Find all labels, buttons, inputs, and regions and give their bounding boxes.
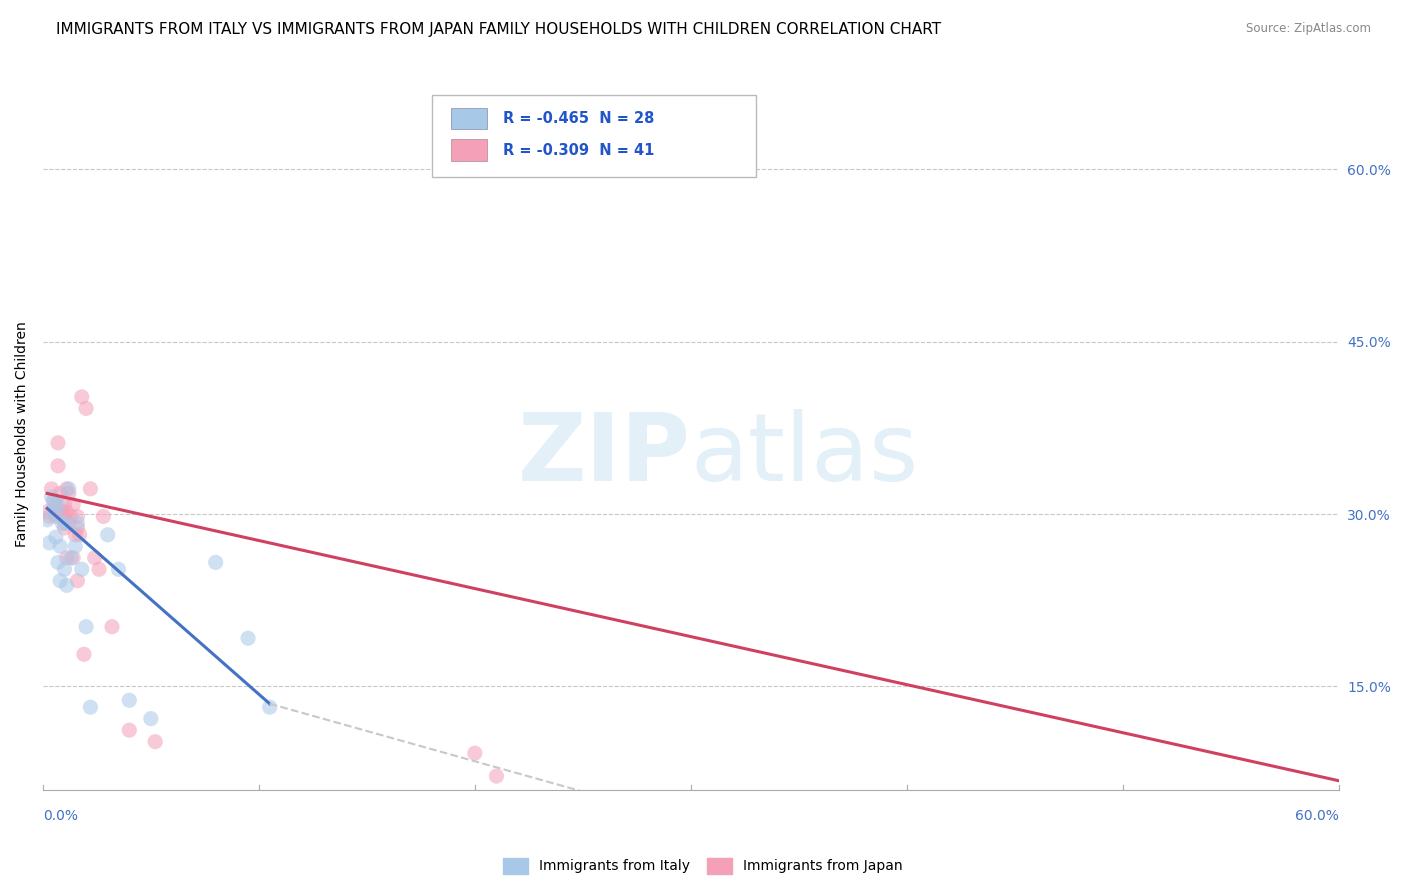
Point	[58, 486, 80, 500]
FancyBboxPatch shape	[451, 108, 488, 129]
Point	[97, 528, 120, 542]
Point	[53, 498, 76, 512]
Point	[51, 516, 73, 531]
Point	[53, 509, 76, 524]
Text: R = -0.309  N = 41: R = -0.309 N = 41	[503, 143, 654, 158]
Point	[38, 509, 60, 524]
Point	[139, 712, 162, 726]
Point	[49, 486, 72, 500]
Point	[236, 632, 259, 646]
Point	[75, 401, 97, 416]
Point	[51, 505, 73, 519]
Point	[65, 539, 87, 553]
Point	[485, 769, 508, 783]
Point	[204, 555, 226, 569]
Point	[118, 693, 141, 707]
Point	[55, 505, 77, 519]
Point	[38, 536, 60, 550]
Point	[46, 435, 69, 450]
Point	[464, 746, 486, 760]
Point	[45, 507, 67, 521]
Point	[62, 498, 84, 512]
Point	[49, 574, 72, 588]
Point	[53, 521, 76, 535]
Point	[53, 516, 76, 531]
Y-axis label: Family Households with Children: Family Households with Children	[15, 321, 30, 547]
Point	[49, 505, 72, 519]
Point	[49, 539, 72, 553]
Point	[79, 700, 101, 714]
Point	[107, 562, 129, 576]
Point	[46, 555, 69, 569]
Text: 60.0%: 60.0%	[1295, 809, 1339, 823]
Point	[87, 562, 110, 576]
Point	[259, 700, 281, 714]
Text: R = -0.465  N = 28: R = -0.465 N = 28	[503, 112, 654, 127]
Point	[70, 390, 93, 404]
Point	[65, 528, 87, 542]
Point	[55, 550, 77, 565]
Point	[59, 509, 82, 524]
Point	[79, 482, 101, 496]
Point	[41, 490, 63, 504]
Point	[66, 574, 89, 588]
Point	[83, 550, 105, 565]
Text: ZIP: ZIP	[517, 409, 690, 501]
Point	[58, 482, 80, 496]
Point	[101, 620, 124, 634]
Point	[118, 723, 141, 738]
Point	[66, 516, 89, 531]
Point	[73, 648, 96, 662]
Point	[42, 495, 65, 509]
Point	[143, 734, 166, 748]
Point	[37, 505, 59, 519]
Text: atlas: atlas	[690, 409, 920, 501]
Point	[45, 530, 67, 544]
Point	[58, 516, 80, 531]
FancyBboxPatch shape	[432, 95, 755, 178]
Point	[55, 578, 77, 592]
Point	[55, 482, 77, 496]
Point	[66, 521, 89, 535]
Point	[62, 550, 84, 565]
Point	[53, 562, 76, 576]
Legend: Immigrants from Italy, Immigrants from Japan: Immigrants from Italy, Immigrants from J…	[496, 851, 910, 880]
Text: Source: ZipAtlas.com: Source: ZipAtlas.com	[1246, 22, 1371, 36]
Point	[66, 509, 89, 524]
FancyBboxPatch shape	[451, 139, 488, 161]
Point	[70, 562, 93, 576]
Point	[75, 620, 97, 634]
Point	[51, 509, 73, 524]
Point	[59, 550, 82, 565]
Point	[42, 493, 65, 508]
Point	[46, 505, 69, 519]
Point	[37, 513, 59, 527]
Text: 0.0%: 0.0%	[44, 809, 77, 823]
Point	[93, 509, 115, 524]
Point	[45, 498, 67, 512]
Point	[69, 528, 91, 542]
Point	[45, 509, 67, 524]
Point	[46, 498, 69, 512]
Point	[46, 458, 69, 473]
Point	[41, 482, 63, 496]
Text: IMMIGRANTS FROM ITALY VS IMMIGRANTS FROM JAPAN FAMILY HOUSEHOLDS WITH CHILDREN C: IMMIGRANTS FROM ITALY VS IMMIGRANTS FROM…	[56, 22, 942, 37]
